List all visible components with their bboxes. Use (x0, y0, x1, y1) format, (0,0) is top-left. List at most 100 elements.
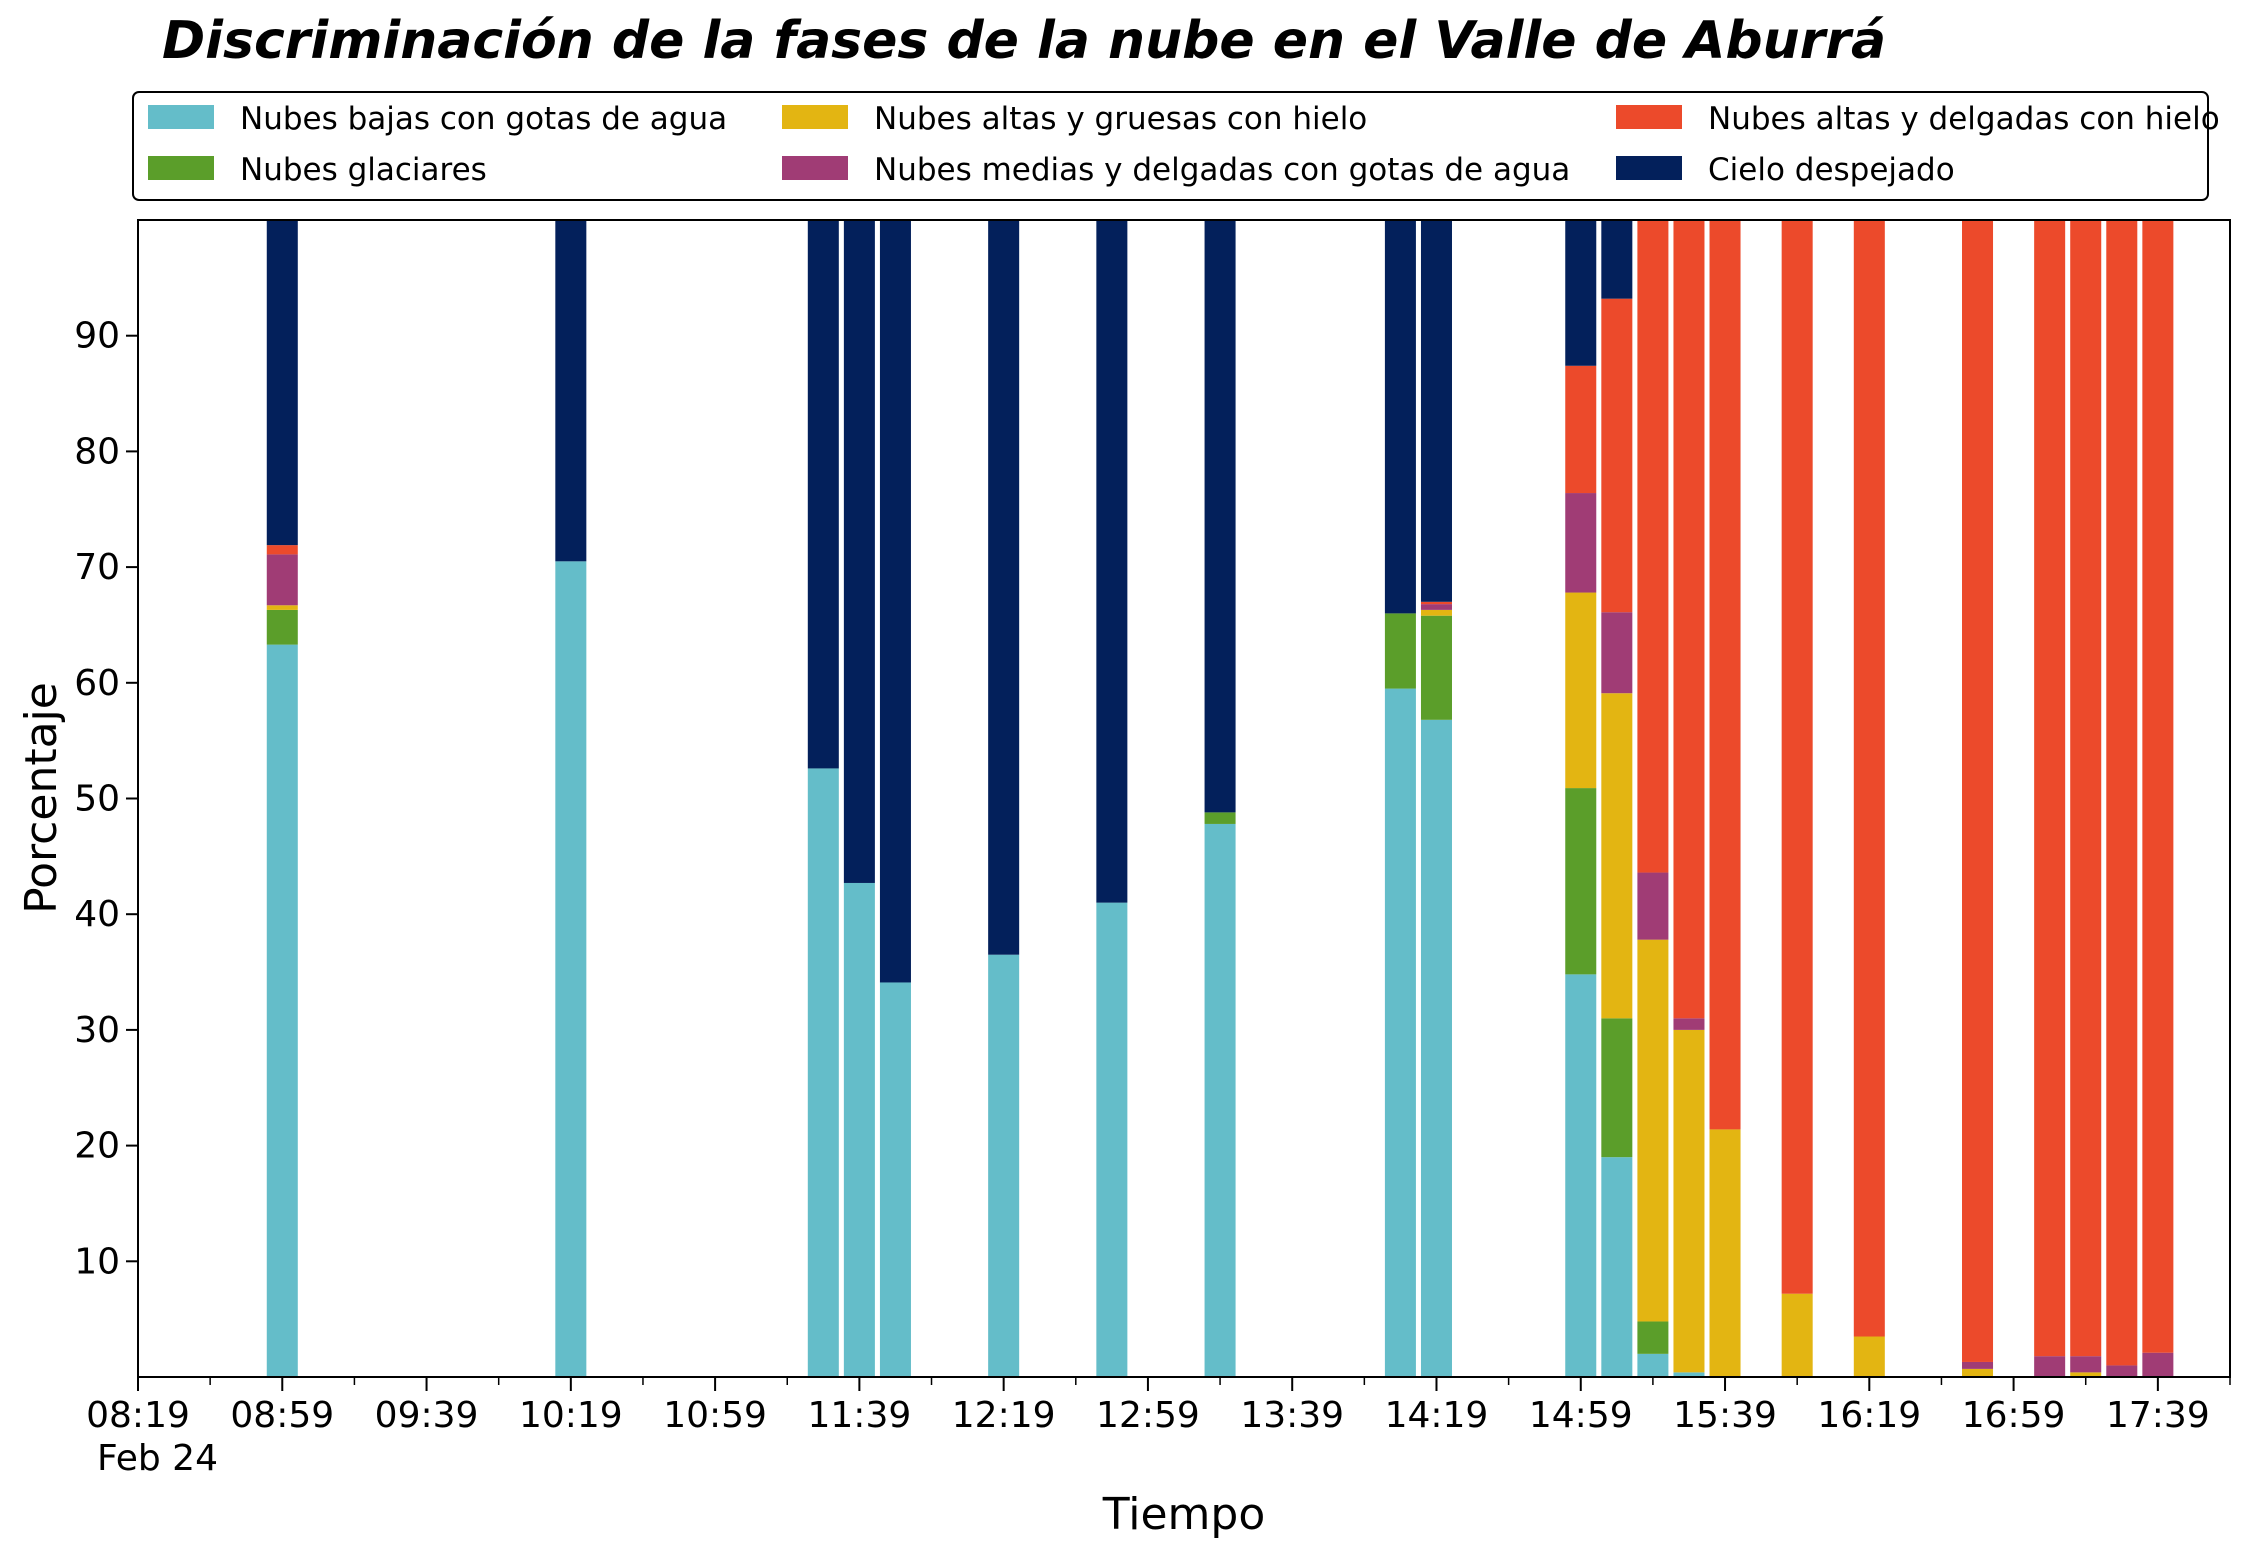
x-tick-label-1339: 13:39 (1240, 1395, 1344, 1436)
bar-segment-1459-s1 (1565, 788, 1597, 975)
bar-segment-1509-s2 (1601, 693, 1633, 1019)
legend-label-5: Cielo despejado (1708, 152, 1955, 188)
legend-label-2: Nubes altas y gruesas con hielo (874, 101, 1367, 137)
bar-segment-1419-s4 (1420, 601, 1452, 605)
legend-swatch-5 (1616, 156, 1682, 180)
bar-segment-1149-s5 (879, 220, 911, 983)
bar-segment-1519-s2 (1637, 939, 1669, 1322)
x-tick-label-1659: 16:59 (1962, 1395, 2066, 1436)
y-tick-label-60: 60 (74, 663, 120, 704)
bar-segment-1509-s4 (1601, 298, 1633, 613)
bar-segment-1459-s3 (1565, 493, 1597, 593)
x-tick-label-1019: 10:19 (519, 1395, 623, 1436)
bar-segment-1419-s5 (1420, 220, 1452, 602)
legend-label-3: Nubes medias y delgadas con gotas de agu… (874, 152, 1570, 188)
bar-segment-1139-s0 (843, 882, 875, 1377)
bar-segment-1559-s2 (1781, 1293, 1813, 1377)
bar-segment-1649-s4 (1962, 220, 1994, 1362)
legend: Nubes bajas con gotas de agua Nubes altas… (132, 91, 2220, 201)
legend-label-1: Nubes glaciares (240, 152, 487, 188)
bar-segment-1719-s4 (2070, 220, 2102, 1357)
plot-area (137, 219, 2231, 1378)
y-axis: 10 20 30 40 50 60 70 80 90 (74, 316, 138, 1282)
x-tick-label-1219: 12:19 (952, 1395, 1056, 1436)
bar-segment-1739-s4 (2142, 220, 2174, 1353)
bar-segment-1519-s0 (1637, 1353, 1669, 1377)
legend-swatch-2 (782, 105, 848, 129)
bar-segment-1559-s4 (1781, 220, 1813, 1294)
y-tick-label-80: 80 (74, 431, 120, 472)
bar-segment-1529-s4 (1673, 220, 1705, 1019)
bar-segment-1459-s4 (1565, 365, 1597, 494)
x-tick-label-1259: 12:59 (1096, 1395, 1200, 1436)
bar-segment-1729-s3 (2106, 1365, 2138, 1377)
bar-segment-1529-s0 (1673, 1372, 1705, 1377)
y-tick-label-30: 30 (74, 1010, 120, 1051)
x-tick-label-1459: 14:59 (1529, 1395, 1633, 1436)
bar-segment-1409-s5 (1384, 220, 1416, 614)
bar-segment-1409-s0 (1384, 688, 1416, 1377)
x-tick-label-1739: 17:39 (2106, 1395, 2210, 1436)
bar-segment-0859-s3 (266, 554, 298, 606)
bar-segment-1519-s1 (1637, 1321, 1669, 1354)
bar-segment-1129-s5 (807, 220, 839, 769)
bar-segment-1459-s0 (1565, 974, 1597, 1377)
bar-segment-1539-s4 (1709, 220, 1741, 1130)
y-tick-label-70: 70 (74, 547, 120, 588)
bar-segment-1319-s5 (1204, 220, 1236, 813)
bar-segment-1519-s4 (1637, 220, 1669, 873)
y-tick-label-10: 10 (74, 1241, 120, 1282)
legend-swatch-3 (782, 156, 848, 180)
bar-segment-1249-s0 (1096, 902, 1128, 1377)
x-tick-label-1539: 15:39 (1673, 1395, 1777, 1436)
chart-title: Discriminación de la fases de la nube en… (162, 11, 1886, 71)
bar-segment-1539-s2 (1709, 1129, 1741, 1377)
bar-segment-1319-s1 (1204, 812, 1236, 824)
x-axis-label: Tiempo (1102, 1489, 1266, 1540)
bar-segment-1249-s5 (1096, 220, 1128, 903)
bar-segment-1219-s0 (988, 954, 1020, 1377)
bar-segment-1459-s2 (1565, 592, 1597, 789)
x-tick-label-1059: 10:59 (663, 1395, 767, 1436)
bar-segment-1509-s5 (1601, 220, 1633, 299)
plot-frame (137, 219, 2231, 1378)
y-tick-label-40: 40 (74, 894, 120, 935)
legend-swatch-1 (148, 156, 214, 180)
legend-swatch-0 (148, 105, 214, 129)
bar-segment-0859-s2 (266, 605, 298, 610)
bar-segment-1719-s2 (2070, 1372, 2102, 1377)
bar-segment-1649-s2 (1962, 1368, 1994, 1377)
bar-segment-1729-s4 (2106, 220, 2138, 1366)
bar-segment-1459-s5 (1565, 220, 1597, 366)
bar-segment-1739-s3 (2142, 1352, 2174, 1377)
x-axis: 08:19 08:59 09:39 10:19 10:59 11:39 12:19 12:59… (86, 1377, 2231, 1436)
x-tick-label-1619: 16:19 (1817, 1395, 1921, 1436)
bar-segment-0859-s5 (266, 220, 298, 546)
bar-segment-1019-s5 (555, 220, 587, 562)
x-tick-label-0939: 09:39 (375, 1395, 479, 1436)
bar-segment-1509-s0 (1601, 1157, 1633, 1377)
bar-segment-1649-s3 (1962, 1361, 1994, 1369)
bar-segment-1619-s4 (1853, 220, 1885, 1337)
bar-segment-1129-s0 (807, 768, 839, 1377)
bar-segment-1529-s2 (1673, 1029, 1705, 1373)
bar-segment-1219-s5 (988, 220, 1020, 955)
x-tick-label-0859: 08:59 (230, 1395, 334, 1436)
legend-label-0: Nubes bajas con gotas de agua (240, 101, 727, 137)
bar-segment-0859-s0 (266, 644, 298, 1377)
bar-segment-1419-s0 (1420, 719, 1452, 1377)
bar-segment-0859-s1 (266, 609, 298, 645)
bar-segment-1719-s3 (2070, 1356, 2102, 1373)
bar-segment-1619-s2 (1853, 1336, 1885, 1377)
y-tick-label-50: 50 (74, 779, 120, 820)
bar-segment-1419-s3 (1420, 604, 1452, 610)
bar-segment-1149-s0 (879, 982, 911, 1377)
bar-segment-1419-s2 (1420, 609, 1452, 616)
bar-segment-1139-s5 (843, 220, 875, 883)
bar-segment-1509-s3 (1601, 612, 1633, 694)
legend-frame (132, 91, 2209, 201)
y-tick-label-20: 20 (74, 1126, 120, 1167)
x-tick-label-1139: 11:39 (808, 1395, 912, 1436)
bar-segment-1709-s3 (2034, 1356, 2066, 1377)
